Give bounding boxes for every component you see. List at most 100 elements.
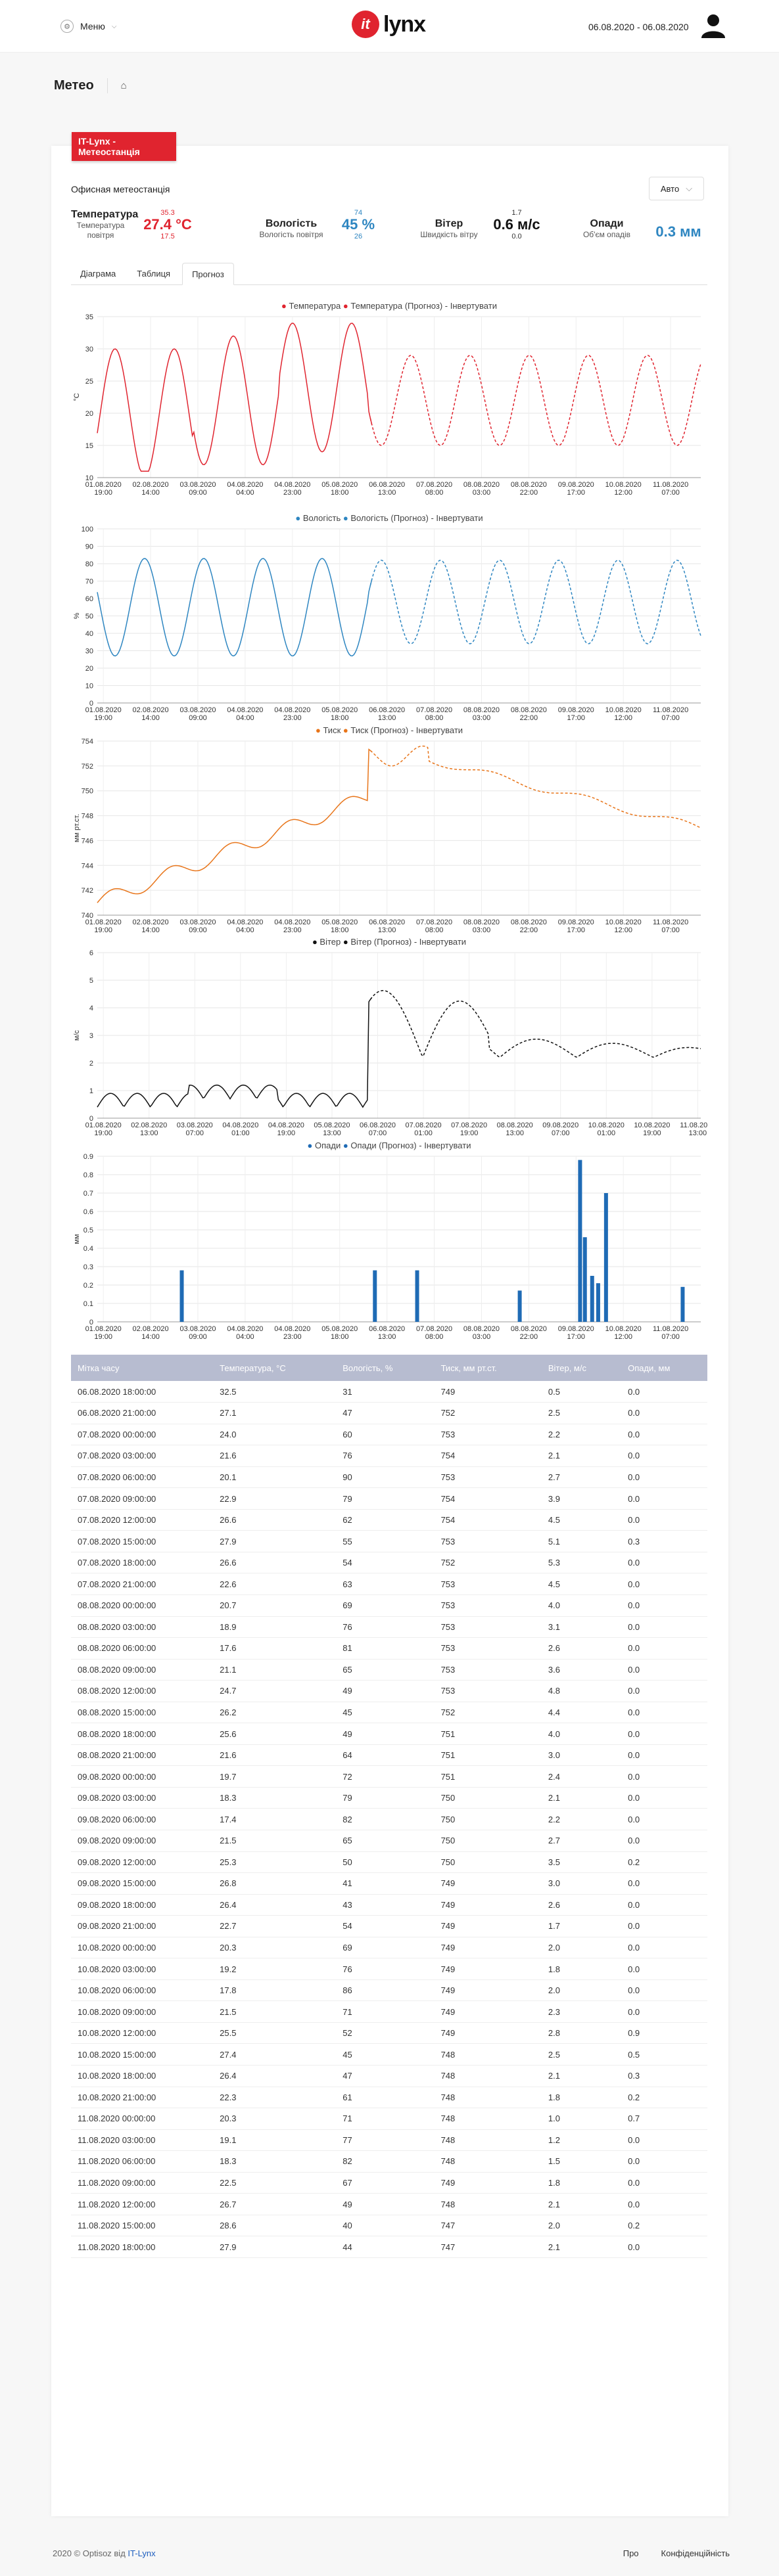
table-cell: 0.2 [621,2215,707,2237]
table-cell: 2.8 [541,2022,622,2045]
legend-item[interactable]: Вологість [302,513,341,523]
x-tick-label: 03.08.2020 [179,481,216,489]
wind-legend[interactable]: ● Вітер ● Вітер (Прогноз) - Інвертувати [312,937,467,947]
legend-item[interactable]: Вологість (Прогноз) [350,513,429,523]
x-tick-label: 09.08.2020 [558,481,594,489]
legend-invert[interactable]: Інвертувати [424,1141,471,1150]
legend-item[interactable]: Тиск (Прогноз) [350,725,409,735]
home-icon[interactable]: ⌂ [120,79,127,91]
y-tick-label: 100 [82,526,93,533]
table-header-cell[interactable]: Вологість, % [336,1355,435,1381]
table-header-cell[interactable]: Опади, мм [621,1355,707,1381]
table-header-cell[interactable]: Температура, °C [213,1355,337,1381]
station-tab[interactable]: IT-Lynx - Метеостанція [72,132,176,161]
table-cell: 07.08.2020 09:00:00 [71,1487,214,1510]
table-cell: 751 [434,1744,542,1767]
date-range-display[interactable]: 06.08.2020 - 06.08.2020 [588,22,689,32]
y-tick-label: 30 [85,648,93,656]
table-cell: 17.6 [213,1637,337,1660]
table-cell: 3.9 [541,1487,622,1510]
x-tick-label: 04.08.2020 [227,481,263,489]
x-tick-label: 04.08.2020 [227,918,263,926]
table-cell: 747 [434,2215,542,2237]
tab-table[interactable]: Таблиця [137,269,171,279]
forecast-series-line [369,559,701,644]
pressure-legend[interactable]: ● Тиск ● Тиск (Прогноз) - Інвертувати [315,725,463,735]
footer-link-privacy[interactable]: Конфіденційність [661,2548,730,2558]
legend-item[interactable]: Тиск [323,725,341,735]
table-cell: 752 [434,1702,542,1724]
mode-select[interactable]: Авто ⌵ [649,177,704,200]
legend-invert[interactable]: Інвертувати [450,301,497,311]
table-cell: 0.0 [621,1915,707,1937]
table-cell: 69 [336,1594,435,1617]
legend-item[interactable]: Вітер (Прогноз) [350,937,412,947]
x-tick-label: 11.08.2020 [680,1121,707,1129]
legend-item[interactable]: Вітер [319,937,341,947]
y-tick-label: 25 [85,378,93,386]
table-header-cell[interactable]: Тиск, мм рт.ст. [434,1355,542,1381]
y-tick-label: 4 [89,1005,93,1012]
table-cell: 0.0 [621,1573,707,1595]
wind-plot: 0123456м/с01.08.202019:0002.08.202013:00… [73,949,707,1137]
legend-invert[interactable]: Інвертувати [415,725,463,735]
x-tick-label: 19:00 [643,1129,661,1137]
table-cell: 750 [434,1851,542,1874]
menu-button[interactable]: ⚙ Меню ⌵ [60,20,116,33]
table-row: 10.08.2020 06:00:00 17.8 86 749 2.0 0.0 [71,1979,707,2002]
x-tick-label: 03:00 [473,714,491,722]
temperature-legend[interactable]: ● Температура ● Температура (Прогноз) - … [281,301,497,311]
user-avatar-icon[interactable] [699,12,727,39]
wind-metric-values: 1.7 0.6 м/с 0.0 [484,209,550,240]
footer-brand-link[interactable]: IT-Lynx [128,2548,156,2558]
legend-item[interactable]: Температура (Прогноз) [350,301,443,311]
legend-invert[interactable]: Інвертувати [436,513,483,523]
table-cell: 08.08.2020 09:00:00 [71,1659,214,1681]
humidity-min: 26 [354,233,363,240]
table-cell: 0.0 [621,1659,707,1681]
table-row: 07.08.2020 21:00:00 22.6 63 753 4.5 0.0 [71,1573,707,1595]
table-cell: 2.5 [541,1402,622,1424]
table-row: 10.08.2020 15:00:00 27.4 45 748 2.5 0.5 [71,2043,707,2066]
x-tick-label: 05.08.2020 [321,481,358,489]
table-cell: 07.08.2020 06:00:00 [71,1466,214,1489]
table-cell: 71 [336,2108,435,2130]
x-tick-label: 13:00 [689,1129,707,1137]
legend-item[interactable]: Опади [315,1141,341,1150]
legend-item[interactable]: Опади (Прогноз) [350,1141,417,1150]
it-lynx-logo[interactable]: it lynx [352,11,426,38]
table-row: 10.08.2020 00:00:00 20.3 69 749 2.0 0.0 [71,1937,707,1959]
table-cell: 09.08.2020 06:00:00 [71,1808,214,1830]
table-cell: 750 [434,1787,542,1809]
y-tick-label: 750 [82,788,93,796]
table-cell: 65 [336,1659,435,1681]
rain-title: Опади [590,218,624,229]
table-row: 07.08.2020 06:00:00 20.1 90 753 2.7 0.0 [71,1466,707,1489]
table-cell: 1.0 [541,2108,622,2130]
footer-link-about[interactable]: Про [623,2548,639,2558]
table-row: 09.08.2020 06:00:00 17.4 82 750 2.2 0.0 [71,1808,707,1830]
table-cell: 0.3 [621,1530,707,1552]
tab-forecast[interactable]: Прогноз [182,263,234,285]
station-name: Офисная метеостанція [71,184,170,194]
legend-invert[interactable]: Інвертувати [419,937,467,947]
tab-diagram[interactable]: Діаграма [80,269,116,279]
table-header-cell[interactable]: Мітка часу [71,1355,214,1381]
x-tick-label: 08:00 [425,1333,444,1341]
rain-legend[interactable]: ● Опади ● Опади (Прогноз) - Інвертувати [307,1141,471,1150]
humidity-legend[interactable]: ● Вологість ● Вологість (Прогноз) - Інве… [295,513,483,523]
x-tick-label: 19:00 [94,489,112,497]
x-tick-label: 23:00 [283,489,302,497]
legend-item[interactable]: Температура [289,301,341,311]
table-cell: 62 [336,1509,435,1531]
table-cell: 09.08.2020 12:00:00 [71,1851,214,1874]
x-tick-label: 06.08.2020 [369,706,405,714]
table-cell: 0.7 [621,2108,707,2130]
table-header-cell[interactable]: Вітер, м/с [541,1355,622,1381]
table-row: 10.08.2020 18:00:00 26.4 47 748 2.1 0.3 [71,2065,707,2087]
table-cell: 753 [434,1466,542,1489]
wind-chart: ● Вітер ● Вітер (Прогноз) - Інвертувати … [71,933,707,1143]
wind-value: 0.6 м/с [493,216,540,233]
table-cell: 11.08.2020 09:00:00 [71,2172,214,2194]
x-tick-label: 22:00 [520,1333,538,1341]
